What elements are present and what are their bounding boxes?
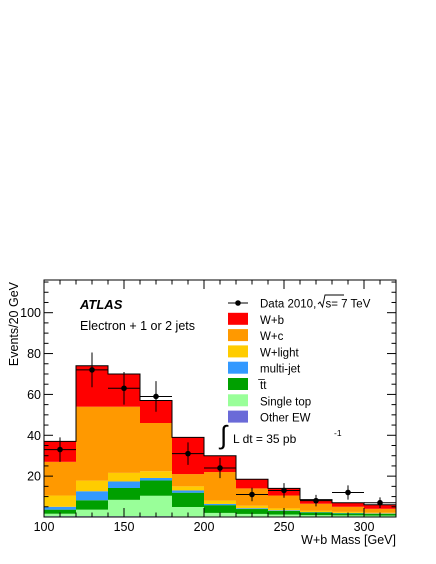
- bar-w-c: [300, 503, 332, 511]
- x-tick-label: 100: [34, 520, 55, 534]
- luminosity-label: ∫ L dt = 35 pb -1: [218, 420, 342, 450]
- data-point: [249, 491, 255, 498]
- bar-multi-jet: [44, 506, 76, 510]
- bar-multi-jet: [108, 481, 140, 488]
- bar-t-t: [76, 500, 108, 510]
- data-point: [121, 385, 127, 392]
- data-point: [281, 487, 287, 494]
- data-point: [153, 393, 159, 400]
- bar-multi-jet: [140, 477, 172, 481]
- bar-multi-jet: [204, 503, 236, 506]
- legend-label-w-light: W+light: [260, 347, 299, 359]
- sqrt-icon: [317, 294, 344, 309]
- bar-w-c: [108, 406, 140, 473]
- legend-swatch-w-c: [228, 329, 248, 342]
- x-axis-label: W+b Mass [GeV]: [301, 533, 396, 547]
- bar-w-light: [300, 510, 332, 513]
- legend-swatch-multi-jet: [228, 361, 248, 374]
- x-tick-label: 200: [194, 520, 215, 534]
- bar-w-light: [172, 486, 204, 491]
- data-point: [217, 465, 223, 471]
- bar-single-top: [172, 506, 204, 517]
- bar-single-top: [140, 495, 172, 517]
- y-tick-label: 60: [27, 388, 41, 402]
- bar-w-c: [364, 508, 396, 513]
- bar-multi-jet: [236, 508, 268, 510]
- legend-label-w-b: W+b: [260, 315, 284, 327]
- y-tick-label: 80: [27, 347, 41, 361]
- bar-w-c: [140, 423, 172, 472]
- legend: Data 2010, s= 7 TeV W+b W+c W+light multi-jet…: [228, 294, 371, 425]
- bar-t-t: [172, 492, 204, 507]
- bar-w-b: [236, 479, 268, 489]
- y-tick-label: 20: [27, 470, 41, 484]
- bar-w-light: [44, 495, 76, 507]
- bar-w-light: [332, 511, 364, 513]
- legend-label-data: Data 2010,: [260, 299, 316, 311]
- x-tick-label: 300: [354, 520, 375, 534]
- bar-multi-jet: [76, 491, 108, 501]
- y-axis-label: Events/20 GeV: [7, 281, 21, 366]
- bar-w-light: [236, 505, 268, 509]
- bar-w-c: [332, 506, 364, 512]
- bar-w-light: [140, 471, 172, 478]
- legend-swatch-w-light: [228, 345, 248, 358]
- data-point: [313, 497, 319, 504]
- bar-multi-jet: [172, 490, 204, 493]
- luminosity-exponent: -1: [334, 428, 342, 438]
- bar-w-light: [108, 472, 140, 482]
- axes-ticks: 100 150 200 250 300 20 40 60 80 100: [20, 280, 397, 534]
- bar-w-c: [268, 495, 300, 509]
- y-tick-label: 40: [27, 429, 41, 443]
- bar-t-t: [140, 480, 172, 496]
- integral-symbol: ∫: [218, 420, 229, 450]
- legend-label-t-t: t̅t: [257, 380, 267, 392]
- legend-data-marker: [235, 300, 241, 306]
- legend-label-other-ew: Other EW: [260, 413, 311, 425]
- luminosity-text: L dt = 35 pb: [233, 432, 297, 446]
- data-point: [185, 450, 191, 457]
- bar-t-t: [108, 487, 140, 500]
- bar-w-c: [44, 461, 76, 496]
- bar-t-t: [204, 505, 236, 513]
- legend-swatch-t-t: [228, 378, 248, 390]
- selection-label: Electron + 1 or 2 jets: [80, 319, 195, 333]
- legend-label-single-top: Single top: [260, 396, 311, 408]
- y-tick-label: 100: [20, 306, 41, 320]
- legend-label-w-c: W+c: [260, 331, 284, 343]
- data-point: [57, 446, 63, 453]
- data-point: [345, 489, 351, 496]
- data-point: [377, 499, 383, 506]
- data-point: [89, 367, 95, 373]
- legend-swatch-single-top: [228, 394, 248, 407]
- bar-w-b: [332, 502, 364, 507]
- data-points: [44, 352, 396, 509]
- atlas-label: ATLAS: [79, 297, 123, 312]
- bar-w-c: [172, 474, 204, 487]
- legend-label-multi-jet: multi-jet: [260, 364, 301, 376]
- x-tick-label: 150: [114, 520, 135, 534]
- bar-t-t: [236, 509, 268, 514]
- bar-w-light: [204, 500, 236, 504]
- bar-w-c: [76, 406, 108, 481]
- legend-swatch-other-ew: [228, 410, 248, 423]
- bar-w-light: [76, 480, 108, 492]
- legend-swatch-w-b: [228, 312, 248, 325]
- bar-t-t: [44, 509, 76, 514]
- x-tick-label: 250: [274, 520, 295, 534]
- legend-label-data-suffix: s= 7 TeV: [326, 299, 371, 311]
